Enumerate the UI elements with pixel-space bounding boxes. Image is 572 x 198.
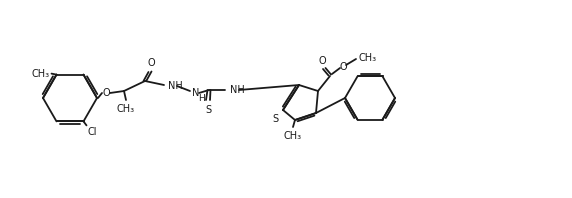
Text: CH₃: CH₃: [284, 131, 302, 141]
Text: CH₃: CH₃: [117, 104, 135, 114]
Text: S: S: [205, 105, 211, 115]
Text: S: S: [272, 114, 278, 124]
Text: O: O: [339, 62, 347, 72]
Text: CH₃: CH₃: [31, 69, 50, 79]
Text: N: N: [192, 88, 200, 98]
Text: O: O: [318, 56, 326, 66]
Text: Cl: Cl: [88, 127, 97, 137]
Text: NH: NH: [230, 85, 245, 95]
Text: CH₃: CH₃: [358, 53, 376, 63]
Text: H: H: [198, 93, 205, 103]
Text: O: O: [102, 88, 110, 98]
Text: O: O: [147, 58, 155, 68]
Text: NH: NH: [168, 81, 182, 91]
